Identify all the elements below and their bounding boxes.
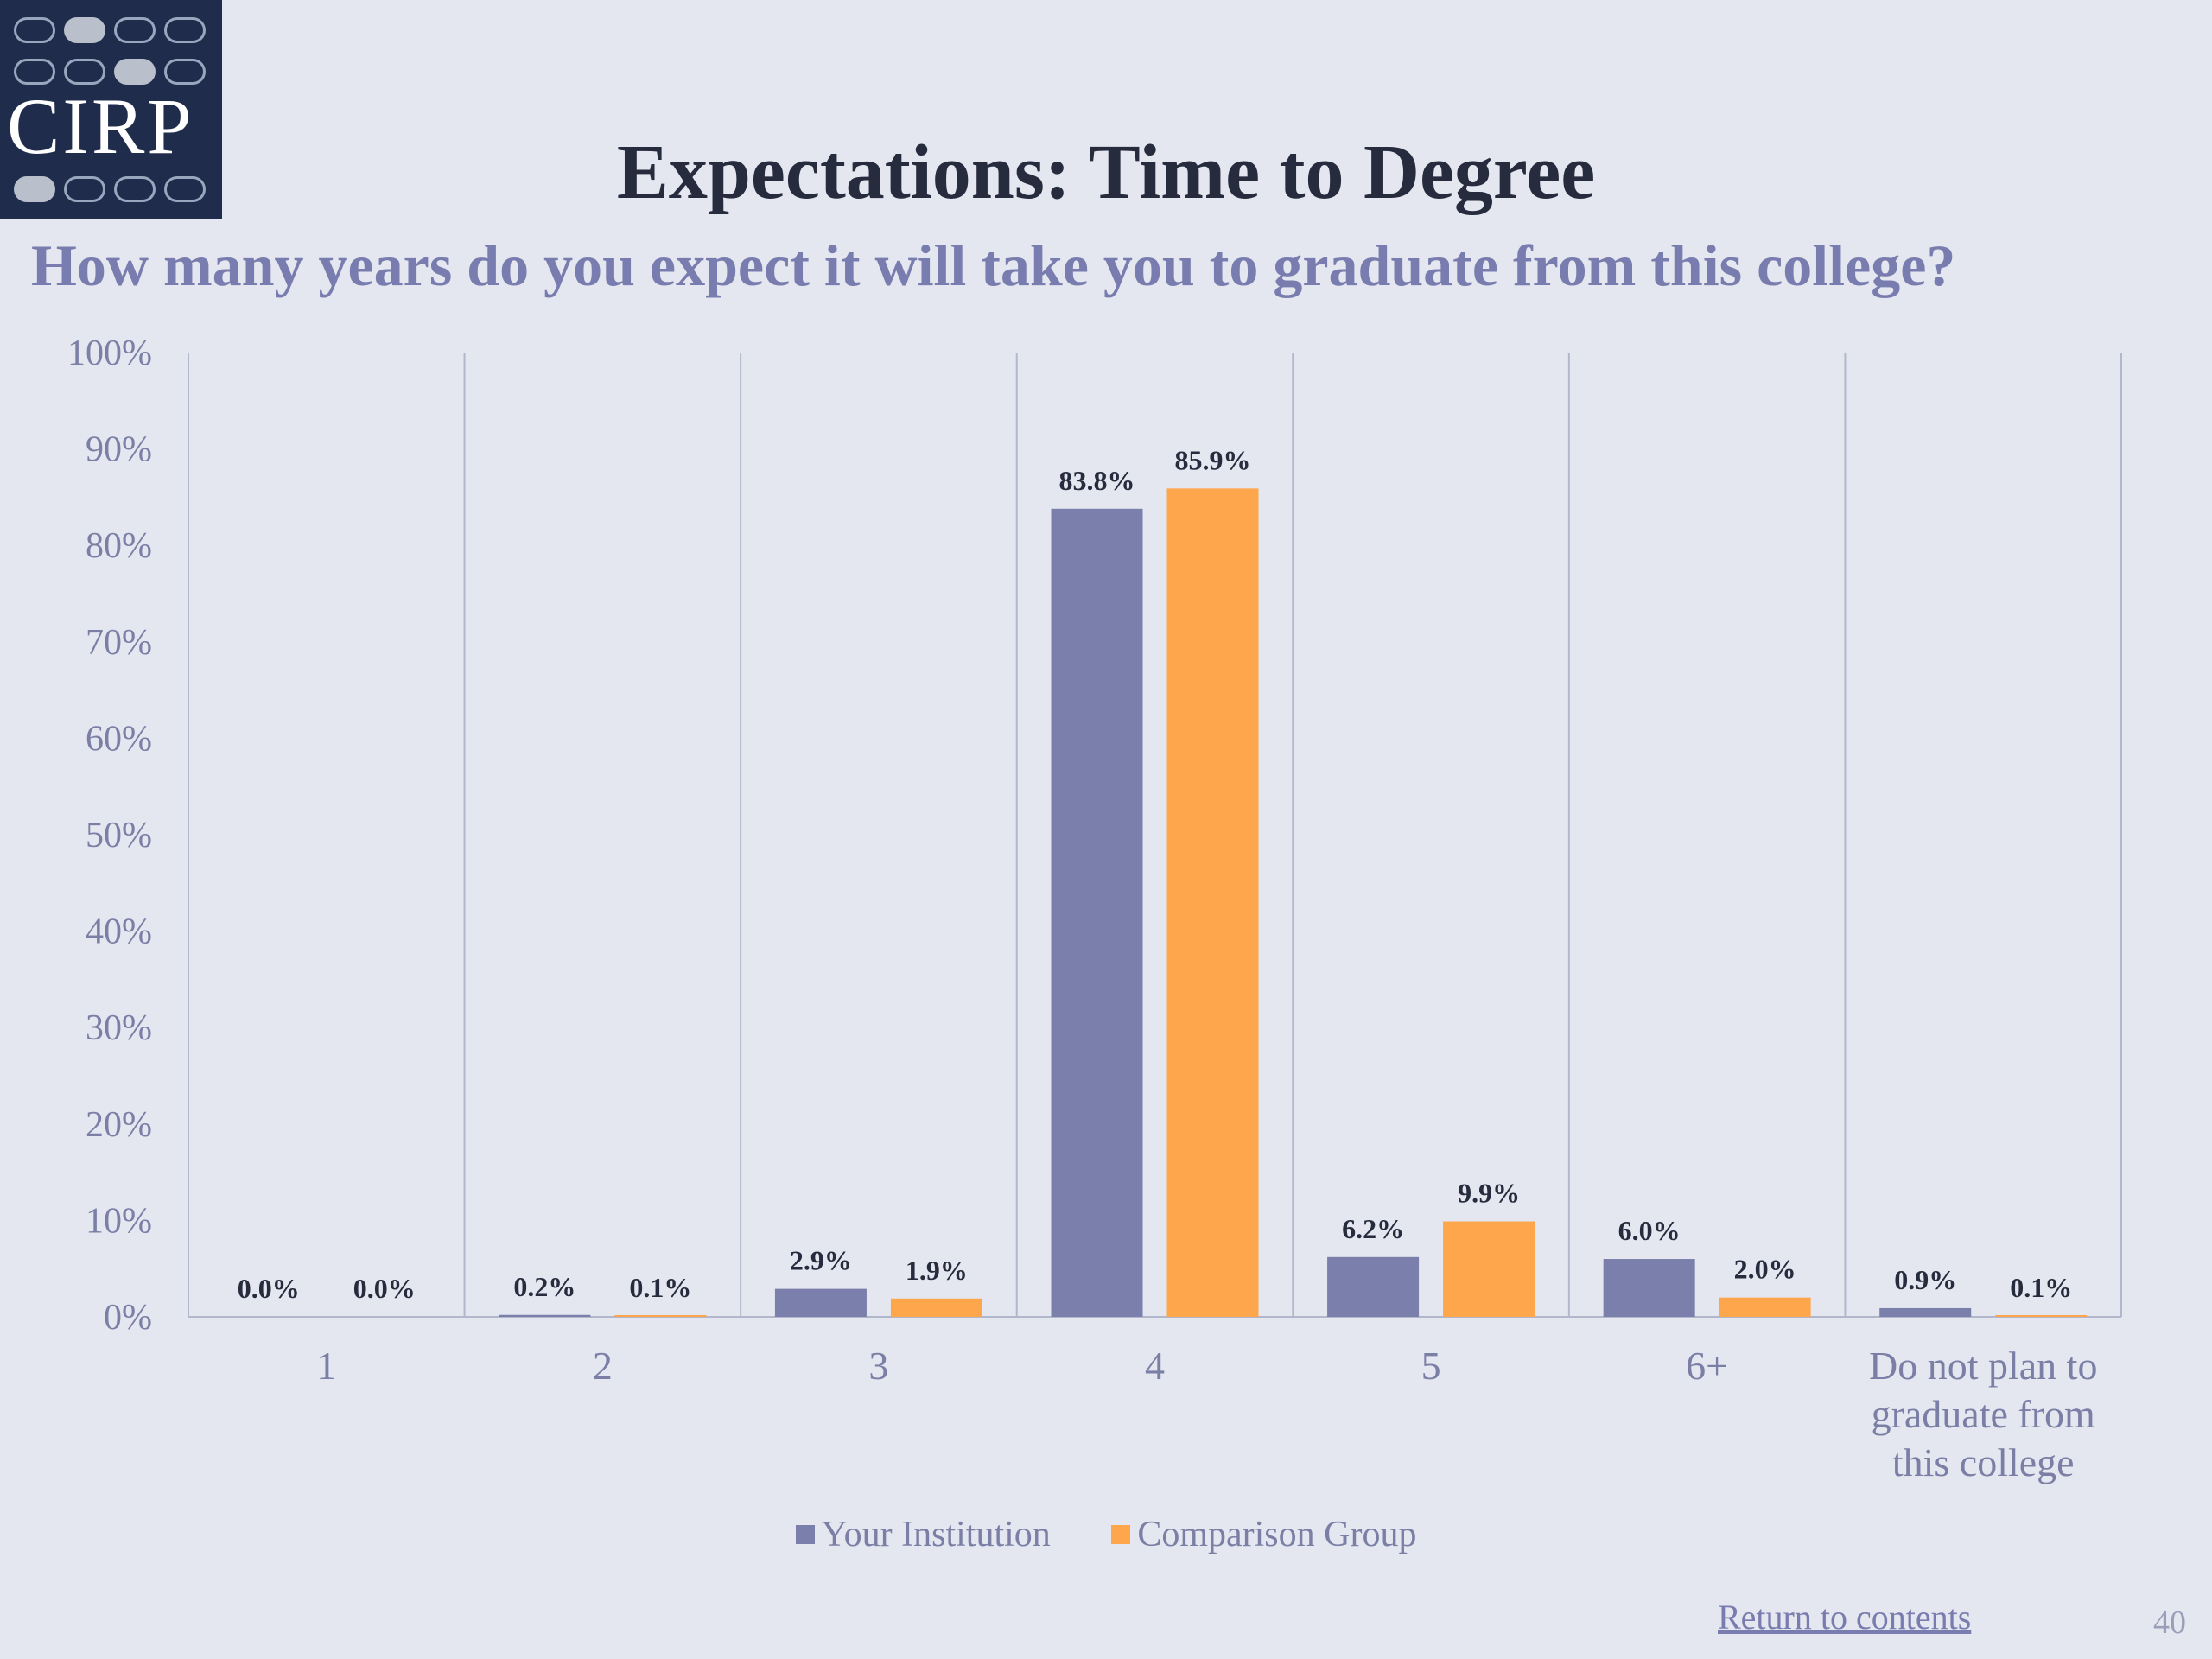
data-label: 2.0% bbox=[1734, 1254, 1796, 1285]
slide-title: Expectations: Time to Degree bbox=[0, 128, 2212, 217]
bar-your-institution bbox=[1327, 1256, 1420, 1317]
data-label: 0.2% bbox=[513, 1271, 575, 1302]
y-tick-label: 50% bbox=[86, 816, 152, 855]
y-tick-label: 30% bbox=[86, 1008, 152, 1048]
logo-pill bbox=[114, 176, 156, 202]
data-label: 0.1% bbox=[2010, 1272, 2072, 1303]
bar-your-institution bbox=[774, 1288, 867, 1317]
logo-pill bbox=[64, 176, 105, 202]
logo-pill bbox=[114, 59, 156, 85]
y-tick-label: 70% bbox=[86, 623, 152, 663]
x-category-label: 1 bbox=[316, 1344, 336, 1388]
slide-title-text: Expectations: Time to Degree bbox=[616, 130, 1596, 215]
logo-pill bbox=[164, 59, 206, 85]
data-label: 83.8% bbox=[1059, 465, 1135, 496]
chart-legend: Your Institution Comparison Group bbox=[0, 1514, 2212, 1555]
data-label: 0.0% bbox=[353, 1273, 416, 1304]
y-tick-label: 0% bbox=[104, 1298, 152, 1338]
data-label: 85.9% bbox=[1175, 444, 1251, 475]
y-tick-label: 100% bbox=[67, 334, 152, 373]
legend-item-comparison-group: Comparison Group bbox=[1111, 1514, 1416, 1555]
bar-comparison-group bbox=[890, 1298, 982, 1317]
logo-pill bbox=[64, 17, 105, 43]
logo-text: CIRP bbox=[7, 82, 194, 170]
bar-comparison-group bbox=[1166, 488, 1259, 1317]
y-tick-label: 10% bbox=[86, 1201, 152, 1241]
x-category-label: 3 bbox=[868, 1344, 888, 1388]
logo-pill bbox=[14, 176, 55, 202]
y-tick-label: 80% bbox=[86, 526, 152, 566]
x-category-label: this college bbox=[1892, 1440, 2075, 1484]
logo-pill bbox=[14, 17, 55, 43]
bar-comparison-group bbox=[1995, 1315, 2088, 1317]
x-category-label: Do not plan to bbox=[1869, 1344, 2097, 1388]
bar-comparison-group bbox=[1719, 1297, 1811, 1317]
legend-label: Comparison Group bbox=[1137, 1515, 1417, 1554]
y-tick-label: 20% bbox=[86, 1105, 152, 1145]
data-label: 2.9% bbox=[790, 1245, 852, 1276]
y-tick-label: 90% bbox=[86, 430, 152, 470]
data-label: 0.9% bbox=[1894, 1264, 1956, 1295]
legend-item-your-institution: Your Institution bbox=[795, 1514, 1051, 1555]
bar-your-institution bbox=[1051, 508, 1143, 1317]
data-label: 0.0% bbox=[238, 1273, 300, 1304]
y-tick-label: 40% bbox=[86, 912, 152, 952]
x-category-label: graduate from bbox=[1872, 1392, 2095, 1436]
logo-pill bbox=[64, 59, 105, 85]
data-label: 9.9% bbox=[1458, 1178, 1520, 1209]
data-label: 6.2% bbox=[1342, 1213, 1404, 1244]
logo-pill bbox=[164, 17, 206, 43]
x-category-label: 6+ bbox=[1686, 1344, 1728, 1388]
logo-pill bbox=[164, 176, 206, 202]
bar-your-institution bbox=[1879, 1307, 1972, 1317]
data-label: 6.0% bbox=[1618, 1215, 1681, 1246]
legend-label: Your Institution bbox=[821, 1515, 1051, 1554]
page-number: 40 bbox=[2153, 1605, 2186, 1641]
bar-comparison-group bbox=[1443, 1221, 1535, 1317]
bar-your-institution bbox=[1603, 1259, 1695, 1317]
legend-swatch bbox=[795, 1525, 815, 1544]
x-category-label: 4 bbox=[1145, 1344, 1165, 1388]
y-tick-label: 60% bbox=[86, 719, 152, 759]
cirp-logo: CIRP bbox=[0, 0, 222, 219]
logo-pill bbox=[14, 59, 55, 85]
logo-pill bbox=[114, 17, 156, 43]
data-label: 0.1% bbox=[629, 1272, 691, 1303]
x-category-label: 5 bbox=[1421, 1344, 1441, 1388]
return-to-contents-link[interactable]: Return to contents bbox=[1718, 1598, 1972, 1637]
slide-subtitle: How many years do you expect it will tak… bbox=[31, 232, 1956, 298]
data-label: 1.9% bbox=[906, 1255, 968, 1286]
bar-your-institution bbox=[499, 1314, 591, 1317]
bar-comparison-group bbox=[614, 1315, 707, 1317]
x-category-label: 2 bbox=[593, 1344, 613, 1388]
legend-swatch bbox=[1111, 1525, 1131, 1544]
